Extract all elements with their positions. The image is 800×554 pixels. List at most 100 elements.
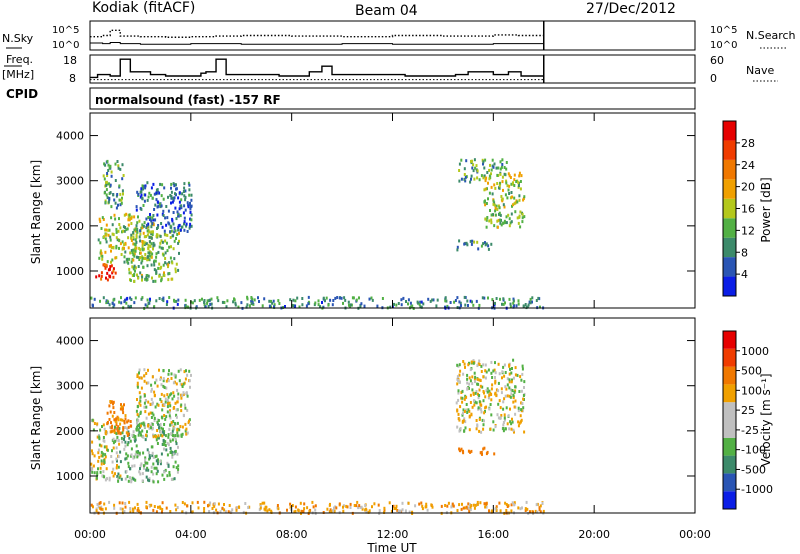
power-cell-310: [132, 267, 135, 271]
velocity-cell-55: [114, 472, 116, 476]
velocity-cell-416: [165, 415, 168, 419]
power-cell-27: [115, 227, 118, 231]
velocity-cell-980: [361, 507, 364, 511]
velocity-cell-1015: [538, 508, 541, 512]
velocity-cell-246: [149, 456, 151, 460]
velocity-cell-501: [175, 413, 178, 417]
velocity-cell-341: [124, 477, 127, 481]
power-cell-34: [126, 227, 129, 231]
power-cell-200: [121, 247, 124, 251]
velocity-cell-822: [497, 416, 500, 420]
velocity-cell-485: [182, 382, 185, 386]
power-cell-123: [115, 244, 118, 248]
velocity-cell-374: [149, 411, 152, 415]
velocity-cell-52: [99, 428, 102, 432]
power-cell-223: [166, 249, 169, 253]
velocity-cell-90: [91, 470, 94, 474]
power-cell-338: [148, 235, 151, 239]
velocity-cell-995: [408, 510, 411, 514]
power-cell-172: [132, 258, 135, 262]
power-cell-87: [130, 249, 133, 253]
velocity-cell-557: [172, 381, 175, 385]
power-cell-122: [133, 215, 136, 219]
power-cell-136: [111, 232, 114, 236]
power-cell-330: [156, 233, 159, 237]
power-cell-397: [135, 227, 138, 231]
power-cell-924: [233, 298, 236, 302]
velocity-cell-1214: [169, 510, 172, 513]
velocity-cell-1147: [196, 500, 199, 504]
velocity-cell-643: [500, 414, 503, 417]
velocity-cell-85: [106, 448, 109, 452]
power-cell-783: [504, 193, 507, 197]
power-cell-411: [164, 216, 167, 220]
velocity-cell-482: [183, 381, 186, 385]
velocity-cell-1062: [203, 510, 206, 514]
power-cell-718: [519, 180, 522, 183]
power-cell-953: [273, 303, 276, 307]
velocity-cell-419: [172, 434, 175, 438]
velocity-cell-87: [115, 466, 118, 470]
velocity-cell-1026: [119, 507, 122, 511]
velocity-cell-217: [173, 477, 176, 481]
velocity-cell-1003: [134, 506, 136, 510]
velocity-cell-561: [174, 401, 177, 405]
velocity-cell-666: [497, 402, 500, 406]
velocity-cell-379: [147, 423, 150, 427]
velocity-cell-171: [150, 422, 153, 426]
velocity-cell-51: [100, 462, 103, 466]
velocity-cell-6: [112, 446, 115, 450]
power-cell-476: [149, 193, 152, 197]
velocity-cell-999: [333, 506, 335, 510]
velocity-cell-988: [300, 509, 303, 513]
velocity-cell-944: [463, 362, 466, 366]
velocity-cell-232: [147, 478, 149, 482]
power-cell-482: [155, 198, 158, 202]
power-cell-774: [510, 191, 513, 194]
velocity-cell-707: [482, 390, 485, 393]
power-cell-570: [104, 199, 107, 203]
velocity-cell-1253: [511, 501, 514, 505]
power-cell-1111: [319, 305, 321, 309]
velocity-cell-952: [476, 424, 479, 428]
velocity-cell-1035: [541, 502, 544, 505]
power-cell-355: [141, 278, 143, 282]
velocity-cell-304: [167, 464, 170, 468]
velocity-cell-913: [482, 375, 485, 379]
velocity-cell-624: [125, 431, 128, 435]
power-cell-1132: [186, 305, 189, 309]
velocity-cell-41: [111, 449, 113, 453]
power-cell-287: [150, 236, 153, 240]
power-cell-554: [153, 192, 156, 196]
x-axis-label: Time UT: [366, 541, 417, 554]
power-cell-687: [474, 166, 477, 170]
power-cell-320: [160, 265, 163, 269]
velocity-cell-635: [122, 411, 125, 415]
velocity-cell-817: [457, 398, 460, 402]
velocity-cell-1176: [294, 505, 297, 509]
velocity-cell-868: [510, 371, 513, 375]
freq-right-tick-top: 60: [710, 54, 724, 67]
power-cell-1138: [381, 297, 384, 300]
power-cell-610: [114, 162, 117, 166]
power-cell-326: [137, 265, 140, 268]
velocity-colorbar-swatch-7: [723, 366, 736, 385]
velocity-cell-367: [152, 433, 154, 437]
velocity-cell-931: [496, 413, 499, 417]
power-cell-1105: [102, 296, 105, 300]
power-cell-241: [162, 263, 165, 267]
velocity-cell-331: [129, 476, 131, 480]
velocity-cell-1247: [349, 502, 352, 506]
power-cell-764: [519, 225, 522, 229]
power-cell-828: [491, 192, 494, 196]
velocity-cell-642: [472, 359, 475, 363]
power-colorbar-swatch-6: [723, 159, 736, 180]
velocity-cell-795: [511, 420, 514, 424]
power-cell-652: [472, 169, 475, 173]
velocity-cell-825: [520, 401, 523, 405]
power-cell-189: [141, 240, 144, 243]
power-cell-381: [145, 226, 148, 230]
velocity-cell-369: [166, 393, 169, 397]
velocity-cell-828: [478, 378, 481, 382]
power-cell-949: [359, 304, 362, 308]
